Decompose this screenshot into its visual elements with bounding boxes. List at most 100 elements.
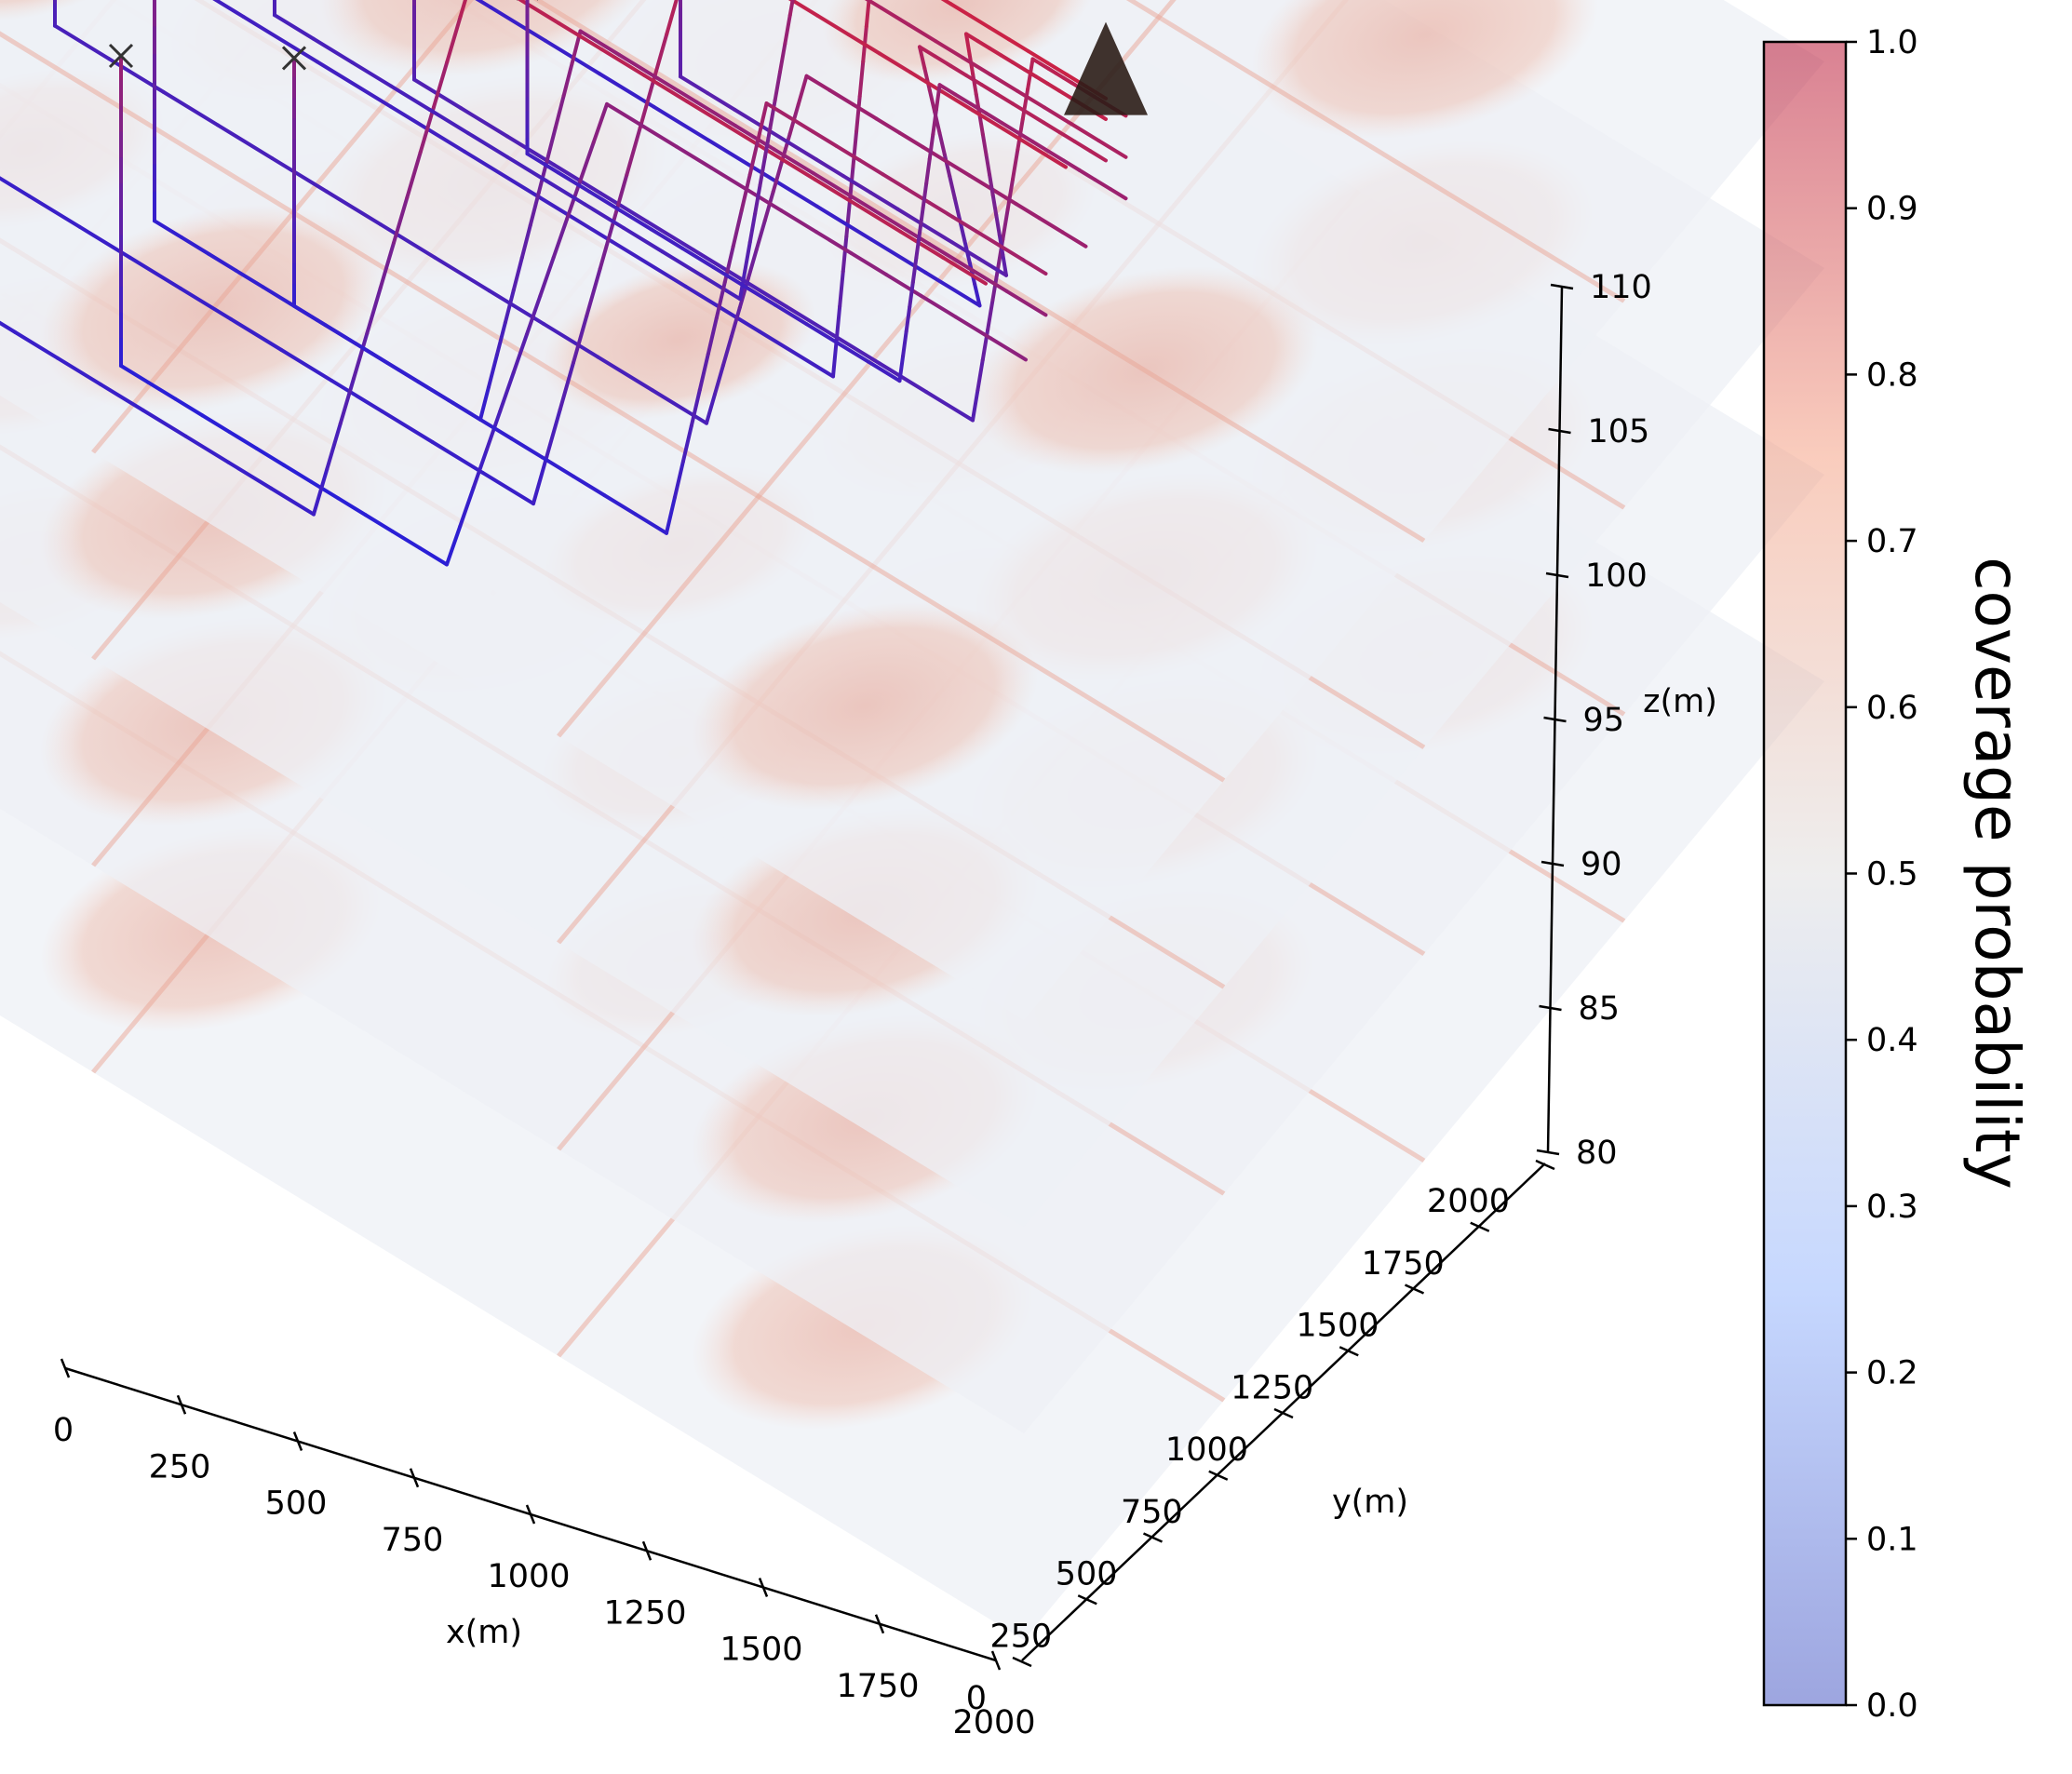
trajectory-segment xyxy=(827,88,855,107)
trajectory-segment xyxy=(146,380,178,401)
trajectory-segment xyxy=(966,265,1009,294)
trajectory-segment xyxy=(463,149,541,199)
trajectory-segment xyxy=(525,293,543,337)
y-tick-mark xyxy=(1535,1159,1555,1171)
trajectory-segment xyxy=(814,230,854,256)
trajectory-segment xyxy=(128,255,182,290)
trajectory-segment xyxy=(772,147,815,175)
y-tick-label: 0 xyxy=(966,1680,987,1717)
x-tick-label: 1750 xyxy=(836,1668,919,1705)
trajectory-segment xyxy=(927,200,955,220)
trajectory-segment xyxy=(990,193,999,217)
trajectory-segment xyxy=(226,460,274,491)
trajectory-segment xyxy=(997,243,1025,262)
trajectory-segment xyxy=(977,112,985,137)
trajectory-segment xyxy=(330,378,384,413)
trajectory-segment xyxy=(758,155,767,188)
trajectory-segment xyxy=(854,94,862,134)
trajectory-segment xyxy=(949,240,981,262)
trajectory-4 xyxy=(679,0,1108,277)
y-tick-mark xyxy=(1208,1470,1229,1481)
trajectory-segment xyxy=(1072,140,1093,154)
trajectory-segment xyxy=(918,45,927,71)
trajectory-segment xyxy=(995,92,1015,106)
trajectory-segment xyxy=(813,177,860,208)
trajectory-segment xyxy=(478,385,491,422)
trajectory-segment xyxy=(578,141,596,183)
coverage-layers xyxy=(0,0,1824,1640)
x-tick-label: 500 xyxy=(265,1485,328,1523)
y-axis-label: y(m) xyxy=(1332,1484,1408,1521)
trajectory-segment xyxy=(850,195,893,222)
trajectory-segment xyxy=(968,13,991,30)
trajectory-segment xyxy=(352,331,370,381)
trajectory-segment xyxy=(729,305,742,339)
trajectory-segment xyxy=(417,545,449,567)
trajectory-segment xyxy=(561,61,574,99)
trajectory-segment xyxy=(942,153,952,179)
trajectory-segment xyxy=(948,174,957,200)
trajectory-segment xyxy=(336,496,368,517)
trajectory-segment xyxy=(1093,177,1112,192)
trajectory-segment xyxy=(471,447,489,491)
x-tick-label: 2000 xyxy=(952,1704,1035,1741)
trajectory-segment xyxy=(814,204,873,242)
trajectory-segment xyxy=(458,486,476,529)
trajectory-segment xyxy=(898,229,946,260)
trajectory-segment xyxy=(200,413,232,435)
trajectory-segment xyxy=(645,220,695,252)
x-tick-mark xyxy=(292,1431,303,1451)
trajectory-segment xyxy=(699,273,742,302)
trajectory-segment xyxy=(553,94,566,130)
trajectory-segment xyxy=(602,493,638,517)
trajectory-segment xyxy=(325,422,343,471)
trajectory-segment xyxy=(458,0,468,19)
trajectory-segment xyxy=(1030,140,1051,154)
trajectory-segment xyxy=(0,176,32,198)
trajectory-segment xyxy=(625,126,642,177)
trajectory-segment xyxy=(804,74,832,92)
trajectory-segment xyxy=(706,316,719,356)
trajectory-10 xyxy=(292,56,1048,535)
trajectory-segment xyxy=(964,32,980,44)
trajectory-segment xyxy=(480,471,535,506)
trajectory-segment xyxy=(762,190,775,223)
trajectory-segment xyxy=(757,329,835,379)
y-axis-line xyxy=(1021,1163,1546,1661)
trajectory-segment xyxy=(764,101,792,120)
trajectory-segment xyxy=(908,280,915,309)
trajectory-segment xyxy=(774,302,809,327)
trajectory-segment xyxy=(901,329,908,358)
trajectory-segment xyxy=(380,409,435,445)
z-tick-label: 85 xyxy=(1579,990,1621,1028)
trajectory-segment xyxy=(680,246,716,270)
trajectory-segment xyxy=(1022,67,1038,79)
trajectory-segment xyxy=(964,32,972,57)
trajectory-segment xyxy=(542,321,600,359)
trajectory-segment xyxy=(544,179,587,207)
markers xyxy=(108,0,1148,115)
trajectory-segment xyxy=(851,129,859,168)
x-tick-label: 250 xyxy=(149,1448,211,1485)
trajectory-segment xyxy=(914,231,922,260)
trajectory-segment xyxy=(1001,208,1010,242)
trajectory-segment xyxy=(910,255,919,285)
colorbar-tick-label: 0.9 xyxy=(1866,191,1918,228)
z-tick-mark xyxy=(1545,571,1569,579)
trajectory-segment xyxy=(787,141,818,162)
z-tick-mark xyxy=(1548,427,1571,435)
colorbar-title: coverage probability xyxy=(1961,557,2033,1189)
trajectory-segment xyxy=(1060,230,1088,249)
trajectory-segment xyxy=(878,361,928,394)
y-tick-mark xyxy=(1404,1283,1425,1295)
trajectory-segment xyxy=(731,208,744,249)
trajectory-segment xyxy=(638,78,655,130)
trajectory-segment xyxy=(552,163,602,195)
trajectory-segment xyxy=(921,181,929,210)
trajectory-segment xyxy=(1011,60,1027,72)
trajectory-segment xyxy=(897,130,925,149)
trajectory-segment xyxy=(706,91,737,112)
trajectory-segment xyxy=(968,101,989,115)
trajectory-7 xyxy=(119,54,1028,567)
trajectory-segment xyxy=(241,15,319,64)
